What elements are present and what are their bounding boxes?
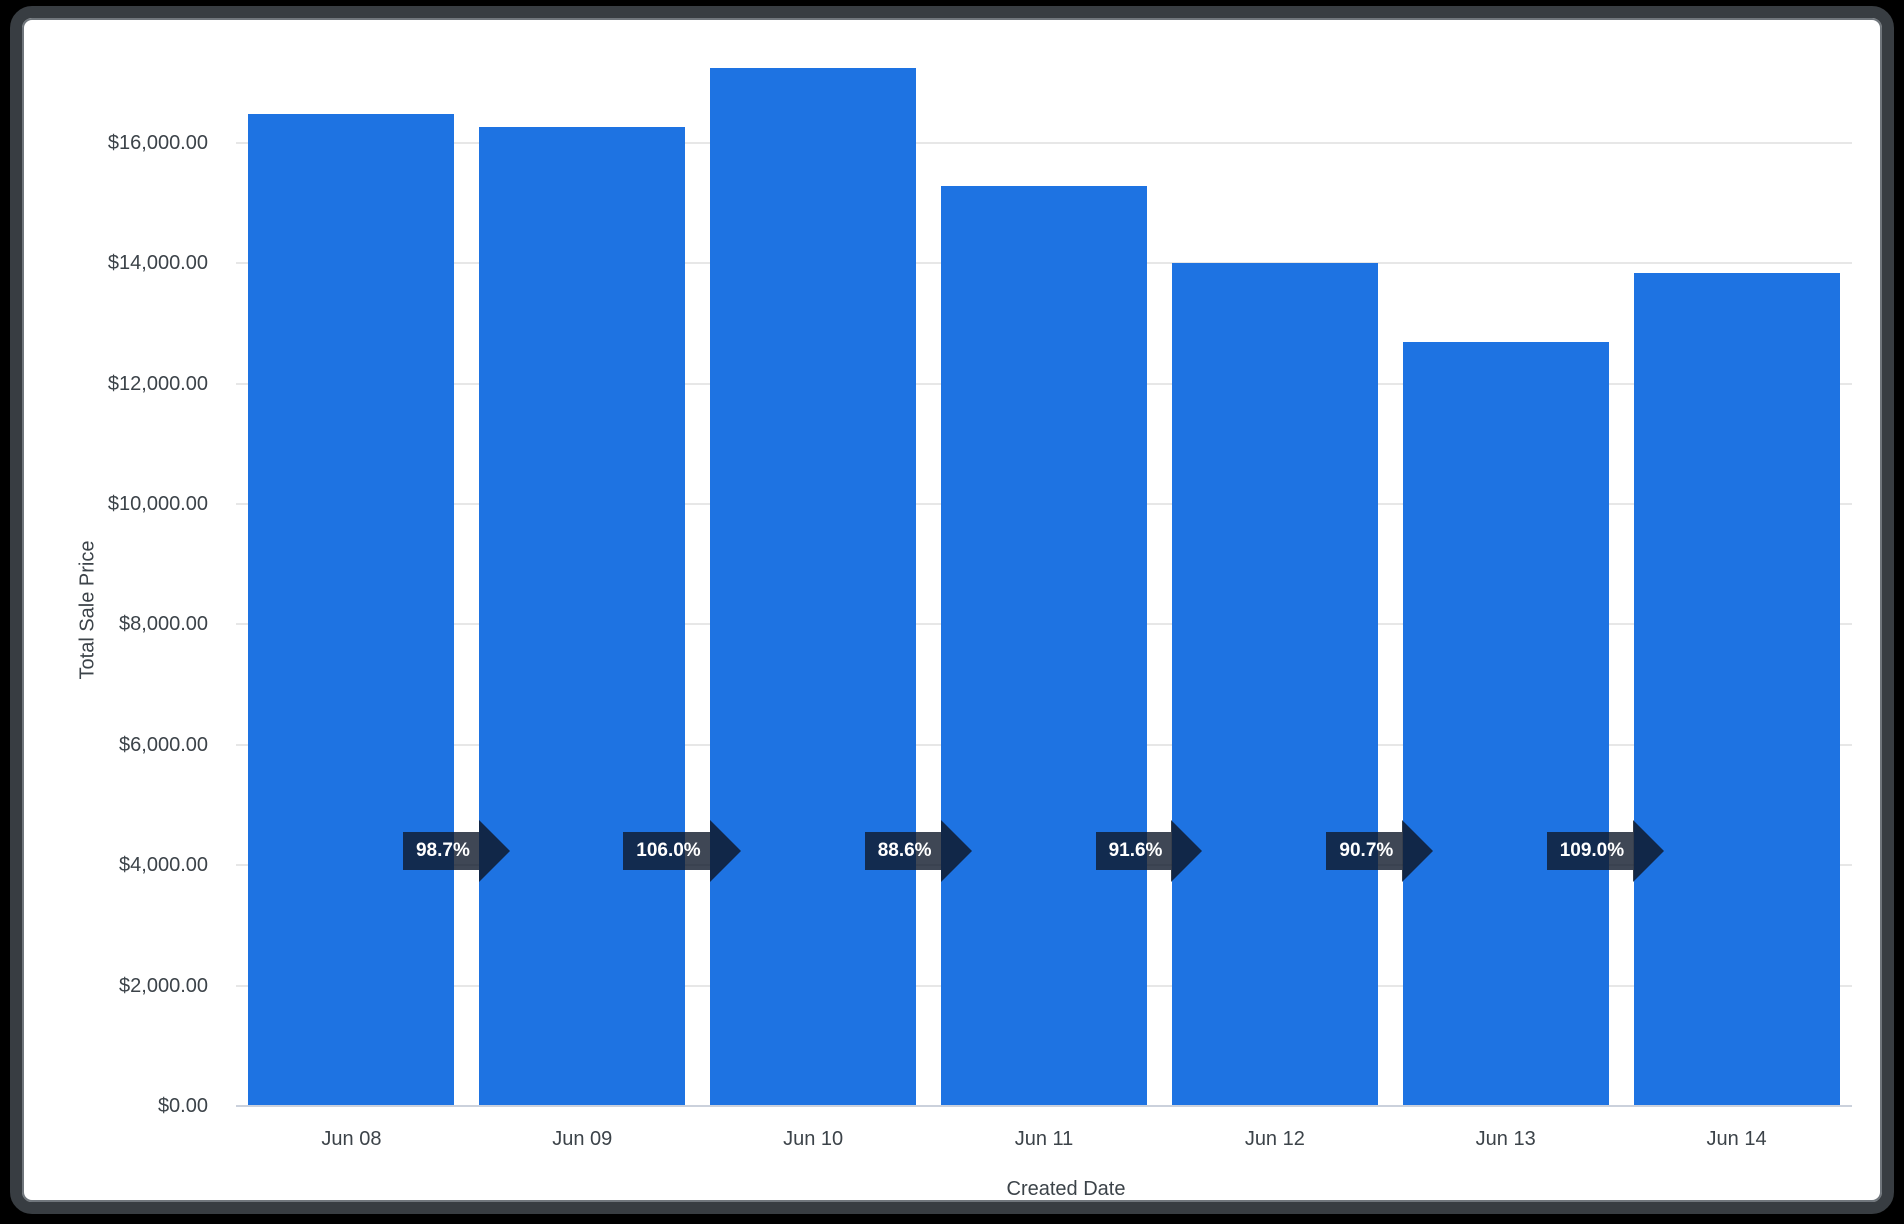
pct-change-badge: 98.7% [402,820,510,882]
y-tick-label: $14,000.00 [107,252,208,275]
right-arrow-icon [1633,820,1665,882]
pct-change-label: 91.6% [1095,832,1172,870]
y-tick-label: $0.00 [157,1095,208,1117]
pct-change-label: 98.7% [402,832,479,870]
x-tick-label: Jun 10 [783,1128,844,1150]
y-tick-label: $4,000.00 [119,854,208,877]
y-tick-label: $10,000.00 [107,493,208,515]
pct-change-badge: 91.6% [1095,820,1203,882]
pct-change-badge: 109.0% [1546,820,1665,882]
right-arrow-icon [478,820,510,882]
right-arrow-icon [940,820,972,882]
y-tick-label: $6,000.00 [119,733,208,756]
bar-jun-13[interactable] [1402,342,1609,1106]
pct-change-label: 88.6% [864,832,941,870]
x-tick-label: Jun 14 [1706,1128,1767,1150]
y-tick-label: $16,000.00 [107,131,208,154]
right-arrow-icon [1402,820,1434,882]
y-axis-title: Total Sale Price [76,540,99,680]
pct-change-label: 90.7% [1326,832,1403,870]
pct-change-label: 109.0% [1546,832,1634,870]
bar-jun-14[interactable] [1633,273,1840,1106]
pct-change-badge: 106.0% [623,820,741,882]
right-arrow-icon [1171,820,1203,882]
bar-jun-10[interactable] [710,67,917,1106]
x-axis-title: Created Date [1006,1178,1126,1200]
bar-jun-08[interactable] [248,113,455,1106]
x-tick-label: Jun 11 [1014,1128,1074,1150]
bar-jun-09[interactable] [479,127,686,1106]
x-tick-label: Jun 12 [1244,1128,1305,1150]
gridline [236,141,1852,144]
right-arrow-icon [709,820,741,882]
x-axis-line [236,1105,1852,1107]
bar-jun-11[interactable] [940,185,1148,1106]
y-tick-label: $12,000.00 [107,372,208,395]
bar-jun-12[interactable] [1171,263,1378,1106]
pct-change-badge: 90.7% [1326,820,1434,882]
pct-change-badge: 88.6% [864,820,972,882]
y-tick-label: $8,000.00 [119,613,208,636]
y-tick-label: $2,000.00 [119,974,208,997]
x-tick-label: Jun 13 [1475,1128,1536,1150]
x-tick-label: Jun 08 [321,1128,382,1150]
chart-card: Total Sale Price Created Date $0.00 $2,00… [10,6,1894,1214]
x-tick-label: Jun 09 [552,1128,613,1150]
pct-change-label: 106.0% [623,832,710,870]
